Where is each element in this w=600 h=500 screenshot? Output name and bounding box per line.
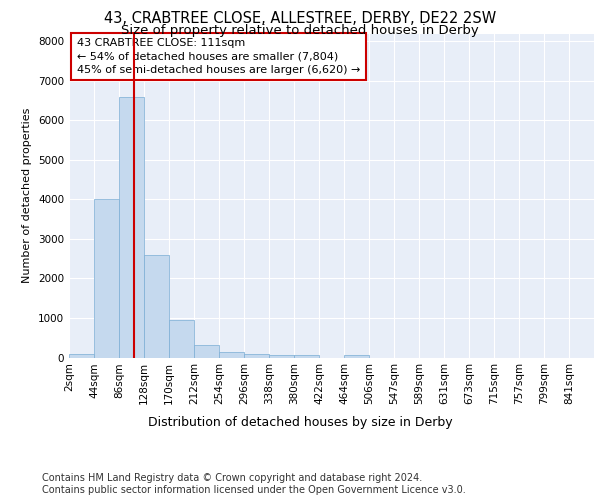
Text: Contains HM Land Registry data © Crown copyright and database right 2024.
Contai: Contains HM Land Registry data © Crown c…	[42, 474, 466, 495]
Bar	[94, 200, 119, 358]
Bar	[294, 355, 319, 358]
Text: 43 CRABTREE CLOSE: 111sqm
← 54% of detached houses are smaller (7,804)
45% of se: 43 CRABTREE CLOSE: 111sqm ← 54% of detac…	[77, 38, 360, 75]
Text: 43, CRABTREE CLOSE, ALLESTREE, DERBY, DE22 2SW: 43, CRABTREE CLOSE, ALLESTREE, DERBY, DE…	[104, 11, 496, 26]
Bar	[344, 354, 369, 358]
Bar	[69, 354, 94, 358]
Bar	[194, 345, 218, 358]
Bar	[169, 320, 194, 358]
Y-axis label: Number of detached properties: Number of detached properties	[22, 108, 32, 283]
Bar	[244, 354, 269, 358]
Bar	[219, 352, 244, 358]
Bar	[144, 255, 169, 358]
Bar	[119, 96, 143, 358]
Bar	[269, 354, 294, 358]
Text: Size of property relative to detached houses in Derby: Size of property relative to detached ho…	[121, 24, 479, 37]
Text: Distribution of detached houses by size in Derby: Distribution of detached houses by size …	[148, 416, 452, 429]
